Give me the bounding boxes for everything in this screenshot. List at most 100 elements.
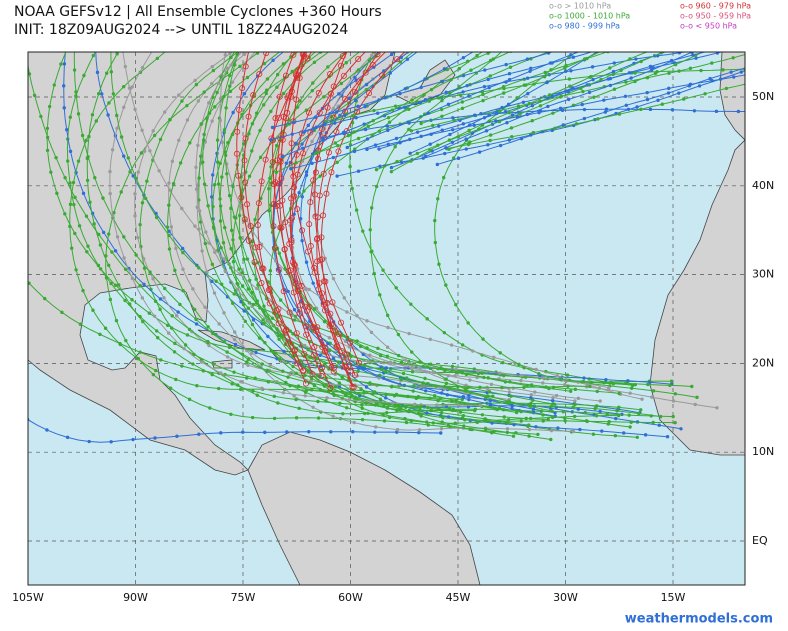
track xyxy=(139,52,475,415)
track-point xyxy=(541,381,545,385)
track-point xyxy=(699,68,703,73)
track-point xyxy=(444,283,448,287)
track-point xyxy=(306,347,310,352)
track-point xyxy=(119,135,124,139)
track-point xyxy=(180,246,185,251)
track-point xyxy=(635,35,638,38)
track-point xyxy=(531,130,536,135)
track-point xyxy=(755,37,758,40)
track-point xyxy=(263,52,270,57)
track-point xyxy=(71,180,76,185)
track-point xyxy=(245,360,249,364)
track-point xyxy=(569,53,573,57)
track-point xyxy=(368,228,372,232)
track-point xyxy=(155,56,160,61)
track-point xyxy=(202,132,206,137)
track-point xyxy=(121,84,126,89)
track-point xyxy=(551,385,556,390)
track-point xyxy=(439,431,443,435)
track-point xyxy=(138,350,142,354)
track-point xyxy=(274,170,278,175)
track-point xyxy=(519,378,523,383)
track-point xyxy=(428,142,432,146)
track-point xyxy=(331,356,336,360)
track-point xyxy=(265,286,272,293)
track-point xyxy=(547,386,551,391)
track-point xyxy=(433,240,438,245)
track-point xyxy=(270,316,275,320)
track-point xyxy=(136,235,140,240)
track-point xyxy=(153,299,158,304)
track-point xyxy=(246,39,249,42)
track-point xyxy=(673,420,677,425)
track-point xyxy=(230,80,235,84)
track-point xyxy=(331,382,335,387)
legend-entry: o-o 1000 - 1010 hPa xyxy=(549,12,630,21)
track-point xyxy=(546,104,550,109)
track-point xyxy=(378,397,383,401)
track-point xyxy=(148,149,152,153)
track-point xyxy=(245,237,252,244)
track-point xyxy=(573,402,577,407)
track-point xyxy=(215,138,220,142)
track-point xyxy=(628,57,632,61)
track-point xyxy=(412,384,416,388)
track-point xyxy=(399,160,404,164)
track-point xyxy=(569,69,573,73)
track-point xyxy=(373,430,377,434)
track-point xyxy=(536,432,540,437)
track-point xyxy=(185,333,190,337)
track-point xyxy=(178,161,183,165)
track-point xyxy=(550,398,555,403)
track-point xyxy=(534,367,538,372)
track-point xyxy=(269,109,273,114)
track-point xyxy=(275,72,280,77)
track-point xyxy=(240,352,245,356)
track-point xyxy=(315,286,322,293)
track-point xyxy=(213,182,217,187)
track-point xyxy=(197,266,201,270)
track-point xyxy=(217,386,221,391)
track-point xyxy=(283,115,290,122)
track-point xyxy=(713,48,716,51)
track-point xyxy=(382,404,386,408)
track-point xyxy=(254,350,258,355)
track-point xyxy=(201,160,205,164)
track-point xyxy=(331,276,336,281)
track-point xyxy=(342,296,346,300)
track-point xyxy=(558,106,563,111)
track-point xyxy=(568,46,571,49)
track-point xyxy=(238,272,242,276)
track-point xyxy=(606,77,610,81)
track-point xyxy=(157,169,161,173)
track-point xyxy=(365,147,369,152)
track-point xyxy=(255,393,259,397)
track-point xyxy=(588,75,592,79)
track-point xyxy=(45,135,50,140)
track-point xyxy=(198,220,203,224)
track-point xyxy=(377,129,382,134)
track-point xyxy=(468,378,472,382)
track-point xyxy=(449,343,454,347)
track-point xyxy=(113,249,118,253)
track-point xyxy=(223,53,227,57)
track-point xyxy=(576,396,581,401)
track-point xyxy=(28,281,31,285)
track-point xyxy=(405,57,410,61)
track-point xyxy=(646,382,650,387)
track-point xyxy=(345,145,349,150)
track-point xyxy=(519,419,523,423)
track-point xyxy=(260,386,264,391)
track-point xyxy=(374,167,379,172)
track-point xyxy=(617,405,621,410)
track-point xyxy=(122,105,126,110)
track-point xyxy=(78,322,83,326)
track-point xyxy=(225,172,229,176)
track-point xyxy=(498,351,502,355)
track-point xyxy=(563,66,567,70)
track-point xyxy=(250,92,257,99)
track-point xyxy=(301,146,305,150)
track-point xyxy=(173,268,177,273)
track xyxy=(320,52,406,388)
track-point xyxy=(192,307,197,312)
